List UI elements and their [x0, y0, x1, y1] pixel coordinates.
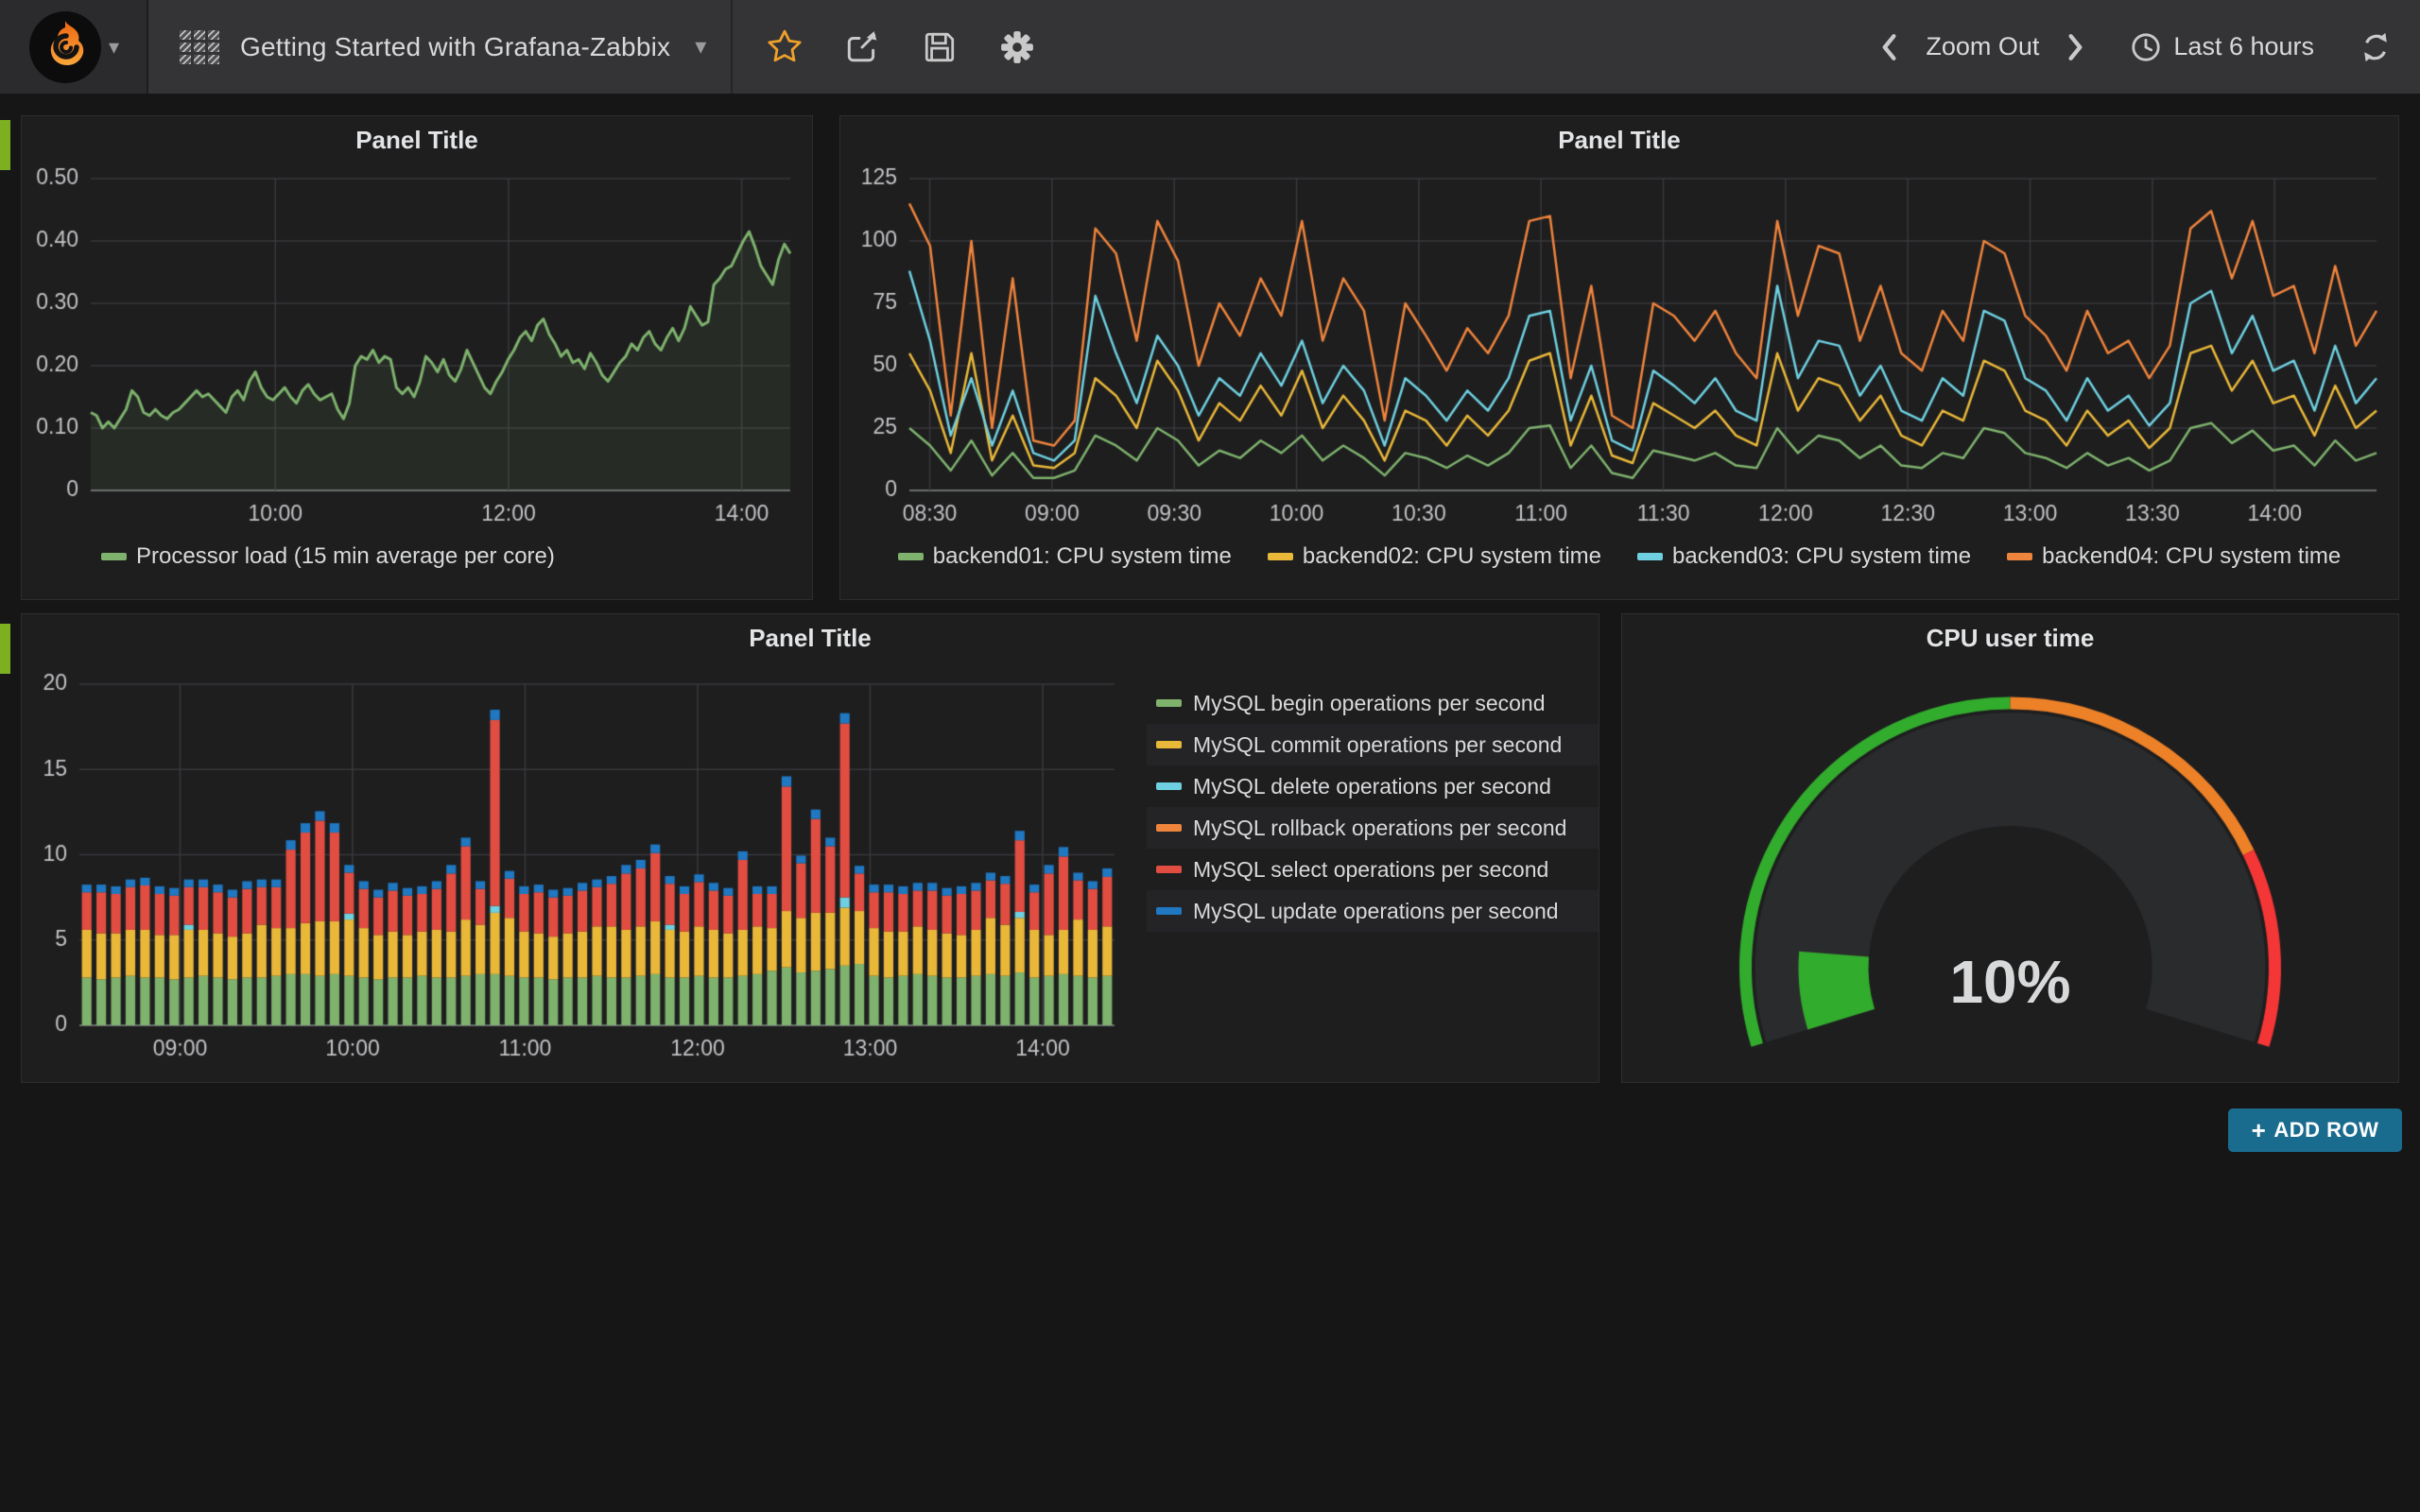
series-label: MySQL delete operations per second — [1193, 773, 1551, 799]
series-label: MySQL select operations per second — [1193, 856, 1549, 882]
top-navbar: ▾ Getting Started with Grafana-Zabbix ▾ — [0, 0, 2420, 94]
star-button[interactable] — [767, 29, 803, 65]
navbar-time-controls: Zoom Out Last 6 hours — [1876, 0, 2420, 94]
dashboard-grid-icon — [180, 29, 219, 64]
legend-item[interactable]: MySQL update operations per second — [1147, 890, 1599, 932]
add-row-button[interactable]: + ADD ROW — [2228, 1108, 2402, 1152]
chevron-left-icon — [1882, 33, 1896, 60]
panel-title[interactable]: CPU user time — [1926, 623, 2095, 652]
series-label: MySQL rollback operations per second — [1193, 815, 1567, 840]
navbar-divider — [731, 0, 734, 94]
legend-item[interactable]: MySQL rollback operations per second — [1147, 807, 1599, 849]
navbar-actions — [733, 29, 1035, 65]
gear-icon — [1001, 30, 1034, 63]
series-swatch — [1156, 699, 1182, 707]
legend-item[interactable]: MySQL commit operations per second — [1147, 724, 1599, 765]
panel-title[interactable]: Panel Title — [355, 125, 478, 154]
series-swatch — [1637, 553, 1663, 560]
panel-mysql-operations: Panel Title MySQL begin operations per s… — [21, 613, 1599, 1083]
series-label: MySQL commit operations per second — [1193, 731, 1563, 757]
series-label: backend01: CPU system time — [932, 543, 1232, 569]
panel-processor-load: Panel Title Processor load (15 min avera… — [21, 115, 813, 600]
mysql-operations-chart[interactable] — [28, 662, 1130, 1073]
chevron-right-icon — [2068, 33, 2083, 60]
series-swatch — [897, 553, 924, 560]
legend-item[interactable]: backend04: CPU system time — [2007, 543, 2341, 570]
legend-item[interactable]: MySQL delete operations per second — [1147, 765, 1599, 807]
refresh-icon — [2364, 32, 2387, 61]
share-icon — [848, 30, 877, 61]
save-icon — [925, 32, 955, 61]
series-swatch — [101, 553, 127, 560]
series-swatch — [2007, 553, 2033, 560]
cpu-system-time-chart[interactable] — [847, 163, 2392, 534]
legend-item[interactable]: backend02: CPU system time — [1267, 543, 1601, 570]
refresh-button[interactable] — [2360, 31, 2392, 63]
chart-legend: Processor load (15 min average per core) — [101, 543, 555, 570]
chevron-down-icon: ▾ — [108, 34, 120, 59]
time-range-label: Last 6 hours — [2173, 32, 2314, 60]
zoom-out-left-button[interactable] — [1876, 33, 1901, 61]
time-range-picker[interactable]: Last 6 hours — [2130, 31, 2314, 63]
legend-item[interactable]: Processor load (15 min average per core) — [101, 543, 555, 570]
series-label: MySQL update operations per second — [1193, 898, 1559, 923]
series-swatch — [1156, 866, 1182, 873]
gauge-value: 10% — [1949, 948, 2071, 1016]
share-button[interactable] — [844, 29, 880, 65]
dashboard-title: Getting Started with Grafana-Zabbix — [240, 31, 671, 61]
save-button[interactable] — [922, 29, 958, 65]
series-label: Processor load (15 min average per core) — [136, 543, 555, 569]
series-label: backend02: CPU system time — [1302, 543, 1601, 569]
series-swatch — [1156, 741, 1182, 748]
dashboard-picker[interactable]: Getting Started with Grafana-Zabbix ▾ — [148, 29, 707, 64]
series-swatch — [1156, 907, 1182, 915]
series-label: backend03: CPU system time — [1672, 543, 1972, 569]
row-handle-1[interactable] — [0, 120, 10, 170]
chart-legend: MySQL begin operations per second MySQL … — [1147, 682, 1599, 932]
zoom-in-right-button[interactable] — [2064, 33, 2088, 61]
panel-cpu-user-time: CPU user time 10% — [1621, 613, 2399, 1083]
legend-item[interactable]: backend01: CPU system time — [897, 543, 1232, 570]
legend-item[interactable]: MySQL begin operations per second — [1147, 682, 1599, 724]
series-swatch — [1156, 824, 1182, 832]
series-swatch — [1156, 782, 1182, 790]
zoom-out-button[interactable]: Zoom Out — [1926, 32, 2040, 60]
chevron-down-icon: ▾ — [695, 34, 707, 60]
series-label: MySQL begin operations per second — [1193, 690, 1546, 715]
chart-legend: backend01: CPU system time backend02: CP… — [840, 543, 2398, 570]
series-label: backend04: CPU system time — [2042, 543, 2342, 569]
settings-button[interactable] — [999, 29, 1035, 65]
processor-load-chart[interactable] — [28, 163, 805, 534]
series-swatch — [1267, 553, 1293, 560]
legend-item[interactable]: backend03: CPU system time — [1637, 543, 1971, 570]
panel-title[interactable]: Panel Title — [749, 623, 872, 652]
add-row-label: ADD ROW — [2273, 1118, 2379, 1142]
plus-icon: + — [2251, 1115, 2267, 1144]
panel-cpu-system-time: Panel Title backend01: CPU system time b… — [839, 115, 2399, 600]
grafana-logo-icon — [28, 10, 101, 83]
grafana-menu-button[interactable]: ▾ — [0, 0, 148, 94]
star-icon — [768, 29, 802, 61]
panel-title[interactable]: Panel Title — [1558, 125, 1681, 154]
legend-item[interactable]: MySQL select operations per second — [1147, 849, 1599, 890]
row-handle-2[interactable] — [0, 624, 10, 674]
cpu-user-time-gauge[interactable] — [1629, 667, 2392, 1074]
clock-icon — [2132, 32, 2161, 61]
